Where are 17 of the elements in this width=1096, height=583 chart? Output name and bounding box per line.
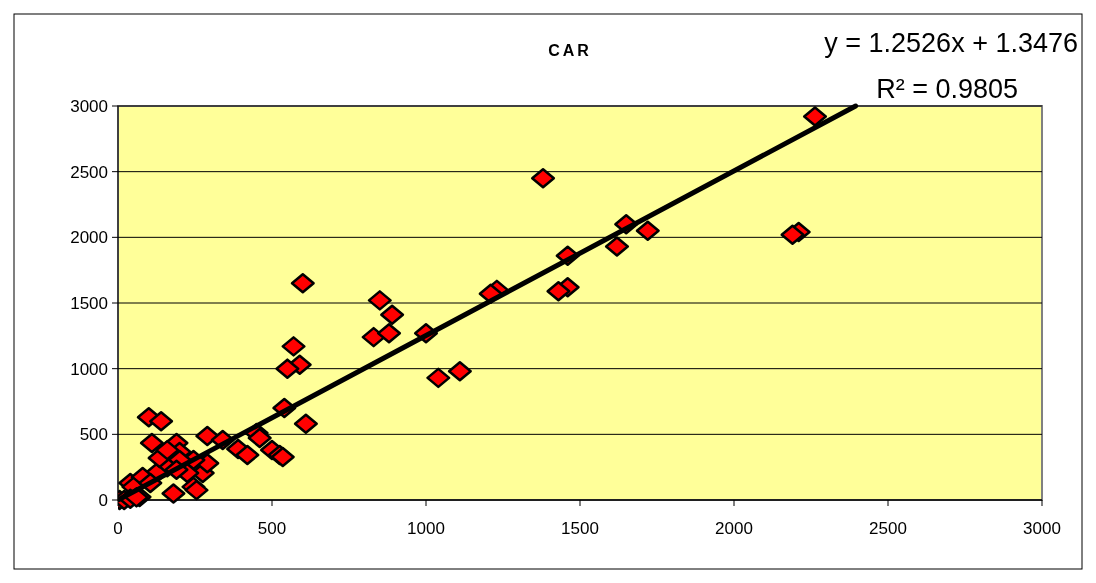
x-tick-label: 500 — [257, 519, 287, 538]
chart-title: CAR — [548, 42, 592, 59]
y-tick-label: 3000 — [70, 96, 108, 116]
y-tick-label: 2500 — [70, 162, 108, 182]
x-tick-label: 1000 — [407, 519, 445, 538]
y-tick-label: 1500 — [70, 293, 108, 313]
y-tick-label: 500 — [79, 425, 108, 445]
y-tick-label: 0 — [98, 490, 108, 510]
text: y = 1.2526x + 1.3476 — [824, 28, 1078, 58]
x-tick-label: 2500 — [869, 519, 907, 538]
x-tick-label: 2000 — [715, 519, 753, 538]
x-tick-label: 3000 — [1023, 519, 1061, 538]
y-tick-label: 2000 — [70, 228, 108, 248]
x-tick-label: 0 — [113, 519, 123, 538]
x-tick-label: 1500 — [561, 519, 599, 538]
text: R² = 0.9805 — [876, 74, 1018, 104]
y-tick-label: 1000 — [70, 359, 108, 379]
